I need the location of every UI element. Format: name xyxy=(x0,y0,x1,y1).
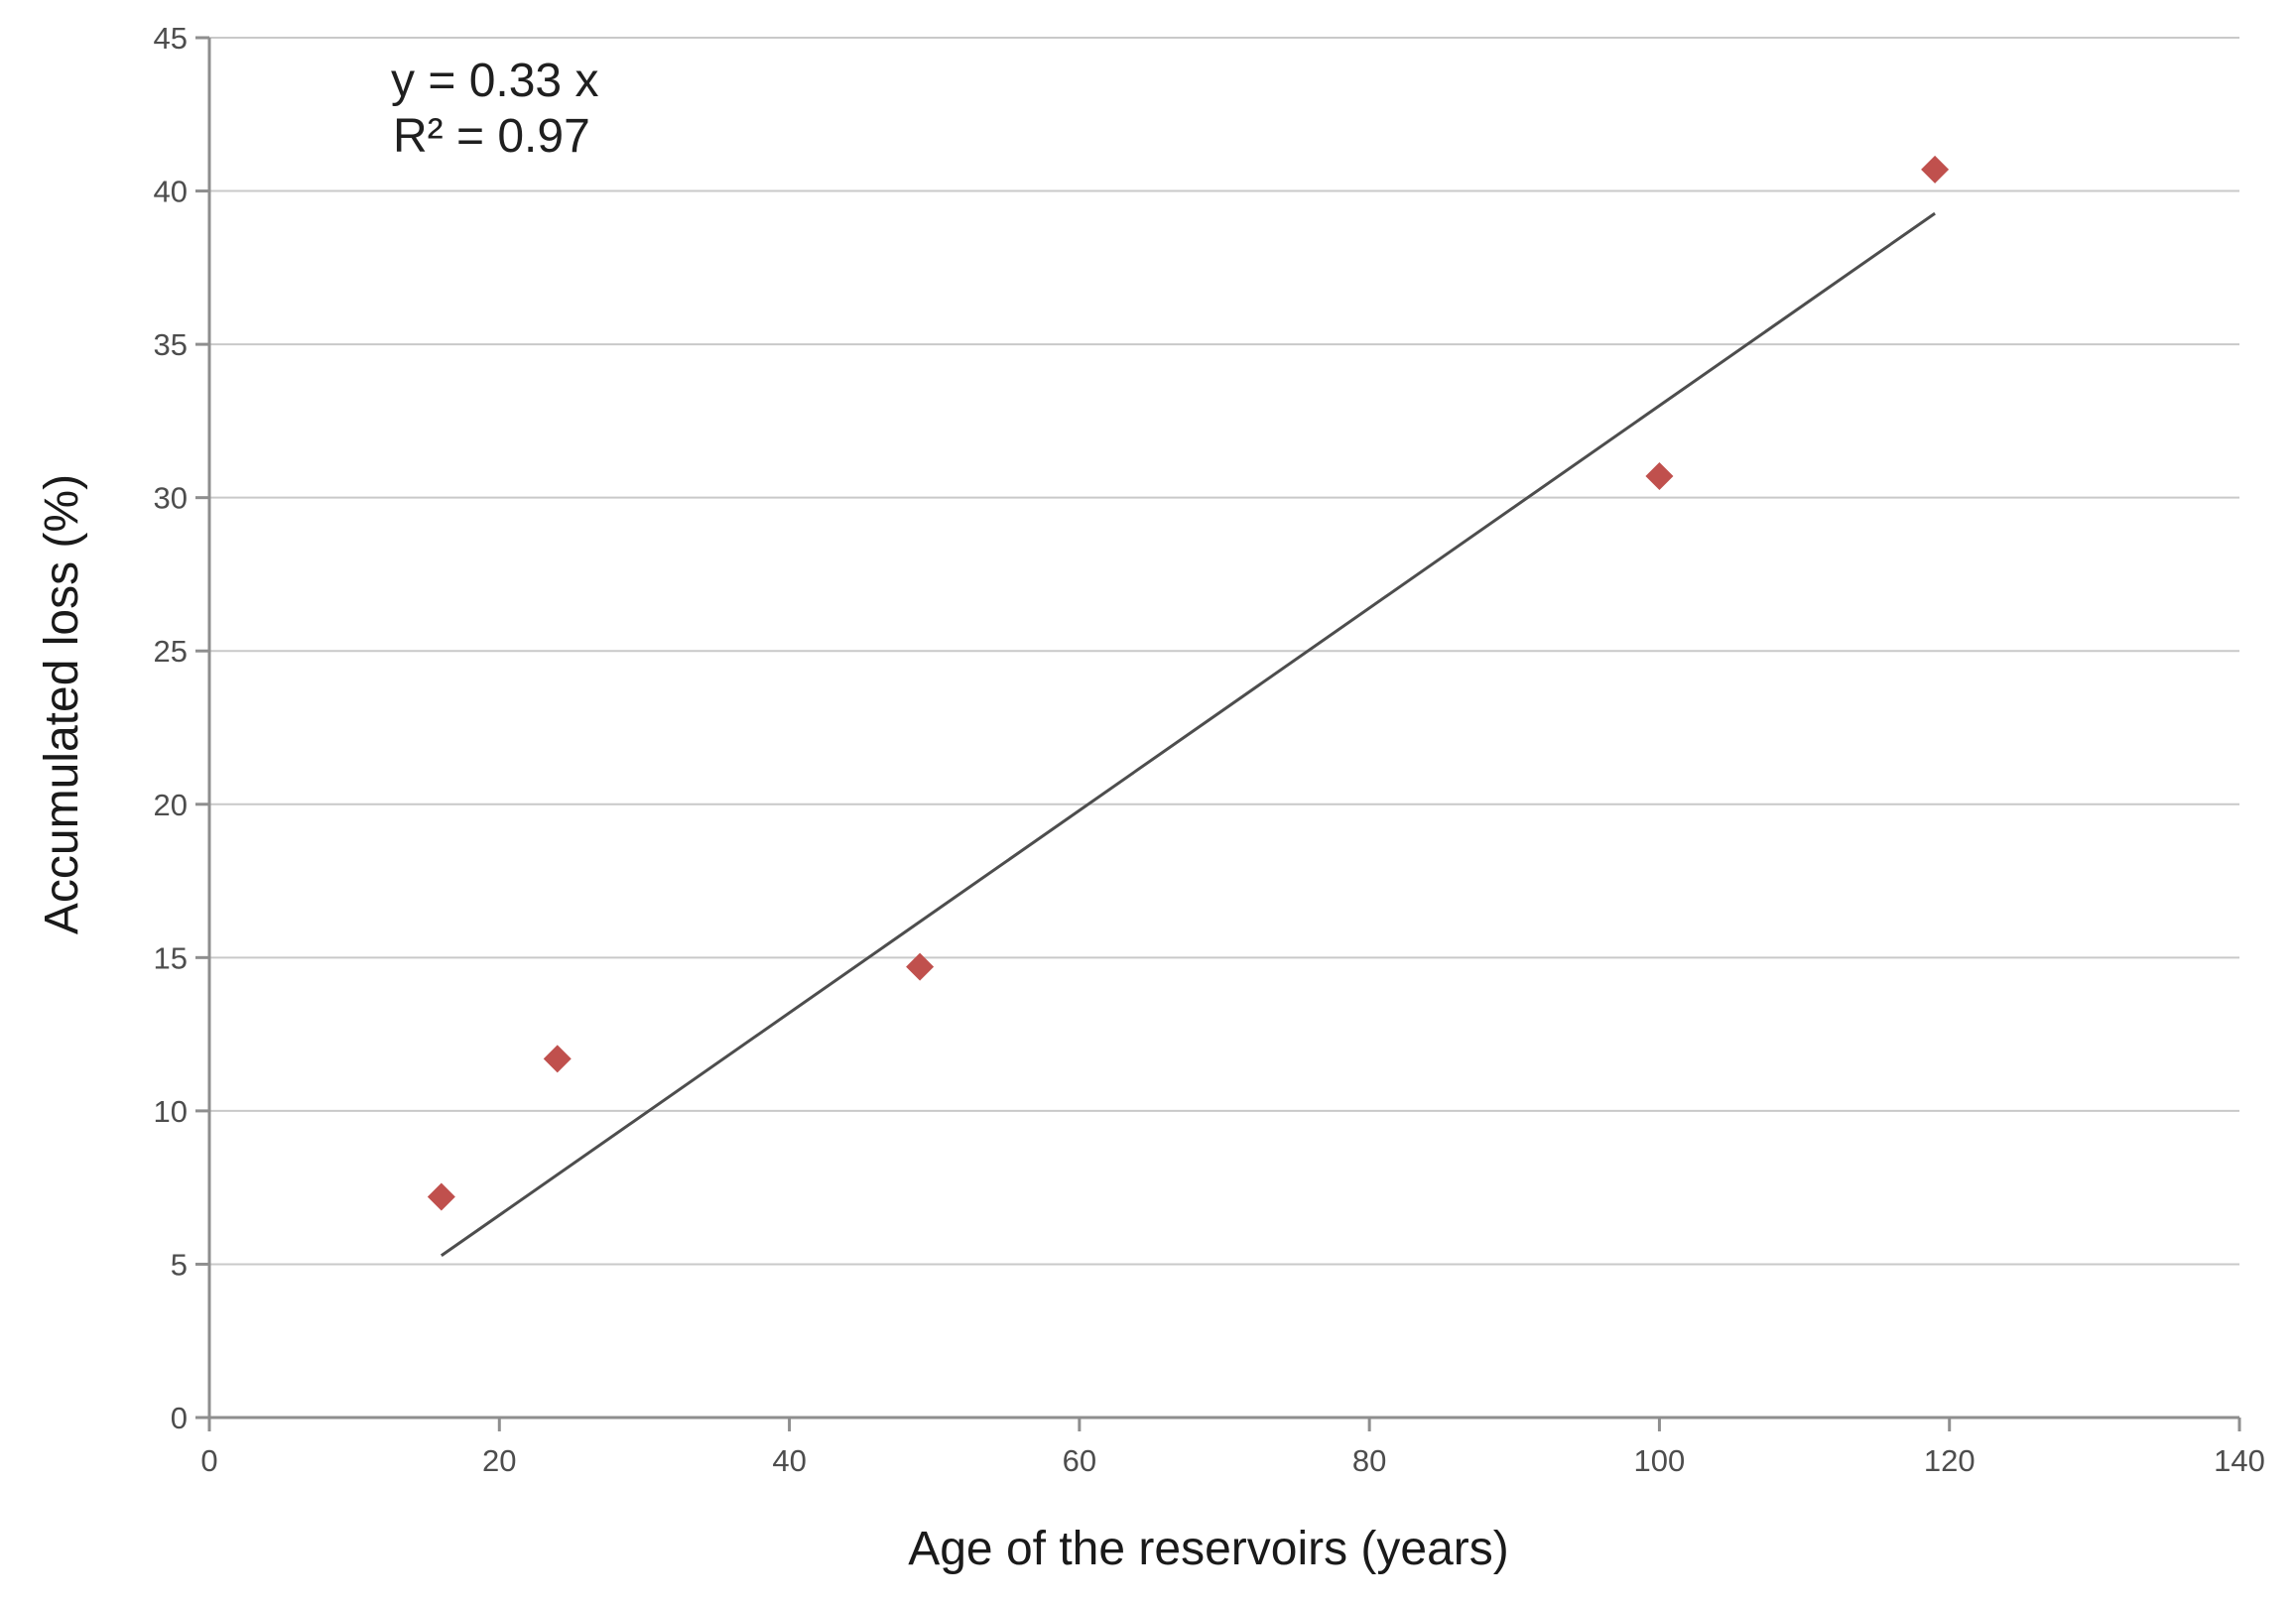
y-tick-label: 25 xyxy=(154,634,188,669)
data-points-group xyxy=(427,155,1950,1211)
y-tick-label: 45 xyxy=(154,21,188,56)
data-point-diamond xyxy=(543,1045,572,1073)
data-point-diamond xyxy=(1921,155,1950,184)
trendline xyxy=(440,211,1936,1258)
axes-group xyxy=(207,38,2239,1420)
y-tick-labels-group: 0 5 10 15 20 25 30 35 40 45 xyxy=(154,21,188,1435)
data-point-diamond xyxy=(906,952,935,981)
y-tick-label: 35 xyxy=(154,327,188,362)
data-point-diamond xyxy=(427,1182,455,1211)
r-squared-label: R² = 0.97 xyxy=(393,110,590,163)
x-tick-label: 60 xyxy=(1063,1443,1096,1478)
y-tick-label: 30 xyxy=(154,481,188,516)
x-axis-title: Age of the reservoirs (years) xyxy=(908,1523,1509,1575)
x-tick-label: 140 xyxy=(2214,1443,2265,1478)
gridlines-group xyxy=(209,37,2239,1266)
x-tick-label: 0 xyxy=(200,1443,217,1478)
x-tick-label: 100 xyxy=(1634,1443,1686,1478)
y-tick-label: 20 xyxy=(154,788,188,822)
data-point-diamond xyxy=(1645,462,1674,491)
y-tick-label: 15 xyxy=(154,940,188,975)
x-tick-label: 120 xyxy=(1924,1443,1976,1478)
y-tick-label: 40 xyxy=(154,175,188,209)
y-axis-title: Accumulated loss (%) xyxy=(36,474,88,934)
y-tick-label: 0 xyxy=(171,1401,188,1435)
y-tick-label: 10 xyxy=(154,1094,188,1129)
tick-marks-group xyxy=(195,36,2241,1431)
x-tick-labels-group: 0 20 40 60 80 100 120 140 xyxy=(200,1443,2264,1478)
trendline-group xyxy=(440,211,1936,1258)
y-tick-label: 5 xyxy=(171,1247,188,1282)
x-tick-label: 80 xyxy=(1352,1443,1386,1478)
trendline-equation-label: y = 0.33 x xyxy=(391,55,598,107)
x-tick-label: 40 xyxy=(772,1443,806,1478)
x-tick-label: 20 xyxy=(482,1443,516,1478)
